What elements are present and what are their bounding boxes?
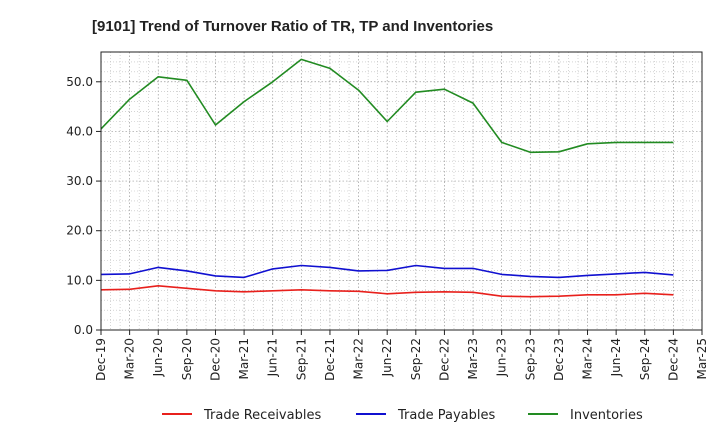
chart-title: [9101] Trend of Turnover Ratio of TR, TP… xyxy=(92,18,493,35)
x-tick-label: Dec-21 xyxy=(323,338,337,381)
x-tick-label: Dec-24 xyxy=(666,338,680,381)
x-tick-label: Dec-20 xyxy=(208,338,222,381)
x-tick-label: Sep-22 xyxy=(409,338,423,380)
plot-frame xyxy=(100,51,703,331)
x-tick-label: Dec-22 xyxy=(437,338,451,381)
grid xyxy=(100,51,703,331)
x-tick-label: Jun-21 xyxy=(266,338,280,377)
x-tick-label: Mar-25 xyxy=(695,338,709,379)
x-tick-label: Jun-23 xyxy=(495,338,509,377)
y-axis: 0.0 10.0 20.0 30.0 40.0 50.0 xyxy=(66,75,101,337)
y-tick-label: 20.0 xyxy=(66,224,93,238)
x-tick-label: Sep-21 xyxy=(294,338,308,380)
x-tick-label: Jun-24 xyxy=(609,338,623,377)
y-tick-label: 40.0 xyxy=(66,124,93,138)
y-tick-label: 30.0 xyxy=(66,174,93,188)
x-tick-label: Sep-20 xyxy=(180,338,194,380)
y-tick-label: 50.0 xyxy=(66,75,93,89)
x-tick-label: Dec-23 xyxy=(552,338,566,381)
series-line-trade-receivables xyxy=(100,284,674,298)
x-tick-label: Jun-22 xyxy=(380,338,394,377)
x-tick-label: Sep-24 xyxy=(638,338,652,380)
x-tick-label: Mar-21 xyxy=(237,338,251,379)
series-line-trade-payables xyxy=(100,264,674,279)
legend-label-trade-payables: Trade Payables xyxy=(397,408,495,423)
x-tick-label: Jun-20 xyxy=(151,338,165,377)
series-lines xyxy=(100,58,674,298)
x-tick-label: Mar-22 xyxy=(352,338,366,379)
y-tick-label: 0.0 xyxy=(74,323,93,337)
y-tick-label: 10.0 xyxy=(66,273,93,287)
x-axis: Dec-19 Mar-20 Jun-20 Sep-20 Dec-20 Mar-21 Jun-… xyxy=(94,330,709,381)
legend: Trade Receivables Trade Payables Inventori… xyxy=(162,408,643,423)
x-tick-label: Mar-20 xyxy=(123,338,137,379)
x-tick-label: Dec-19 xyxy=(94,338,108,381)
series-line-inventories xyxy=(100,58,674,154)
legend-label-trade-receivables: Trade Receivables xyxy=(203,408,321,423)
x-tick-label: Mar-23 xyxy=(466,338,480,379)
x-tick-label: Sep-23 xyxy=(523,338,537,380)
x-tick-label: Mar-24 xyxy=(581,338,595,379)
legend-label-inventories: Inventories xyxy=(570,408,643,423)
